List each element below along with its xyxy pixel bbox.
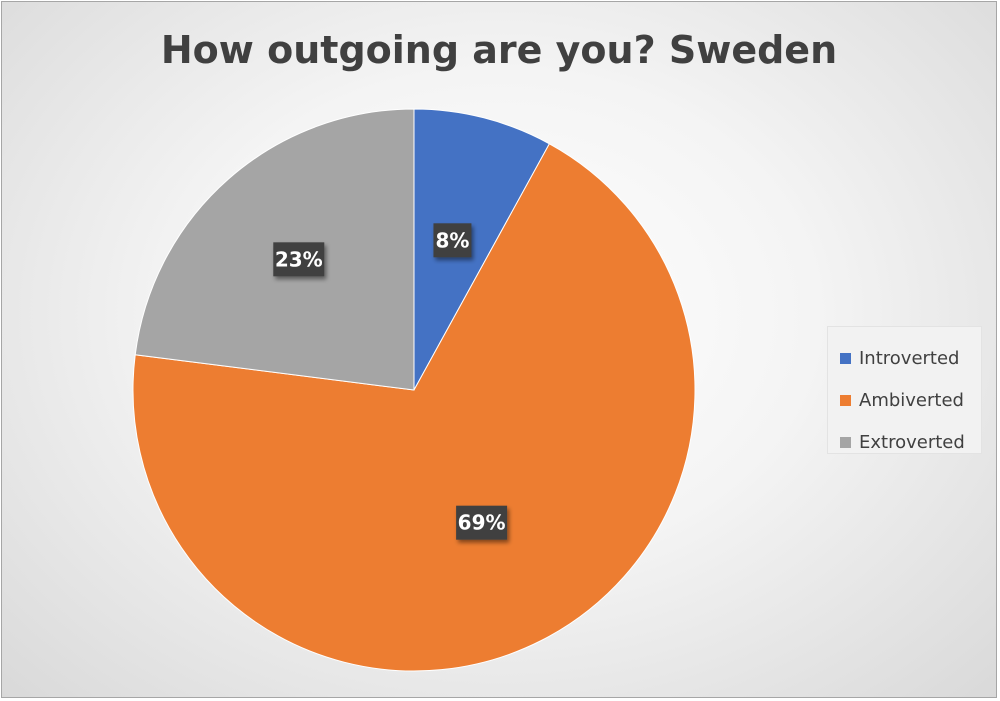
data-label-box-ambiverted <box>456 505 508 540</box>
data-label-box-introverted <box>433 223 472 258</box>
data-label-introverted: 8% <box>433 223 472 258</box>
legend-label-introverted: Introverted <box>859 347 960 369</box>
legend-item-introverted: Introverted <box>828 337 981 379</box>
data-label-text-extroverted: 23% <box>275 247 323 271</box>
data-label-box-extroverted <box>273 242 325 277</box>
legend: Introverted Ambiverted Extroverted <box>827 326 982 454</box>
chart-title: How outgoing are you? Sweden <box>160 28 838 72</box>
pie-slice-ambiverted <box>132 143 696 672</box>
legend-swatch-extroverted <box>840 436 851 448</box>
legend-swatch-ambiverted <box>840 394 851 406</box>
legend-item-ambiverted: Ambiverted <box>828 379 981 421</box>
data-label-text-ambiverted: 69% <box>458 511 506 535</box>
legend-item-extroverted: Extroverted <box>828 421 981 463</box>
legend-label-extroverted: Extroverted <box>859 431 965 453</box>
legend-label-ambiverted: Ambiverted <box>859 389 964 411</box>
legend-swatch-introverted <box>840 352 851 364</box>
data-label-extroverted: 23% <box>273 242 325 277</box>
data-label-text-introverted: 8% <box>435 228 469 252</box>
pie-slice-introverted <box>413 108 551 391</box>
data-label-ambiverted: 69% <box>456 505 508 540</box>
